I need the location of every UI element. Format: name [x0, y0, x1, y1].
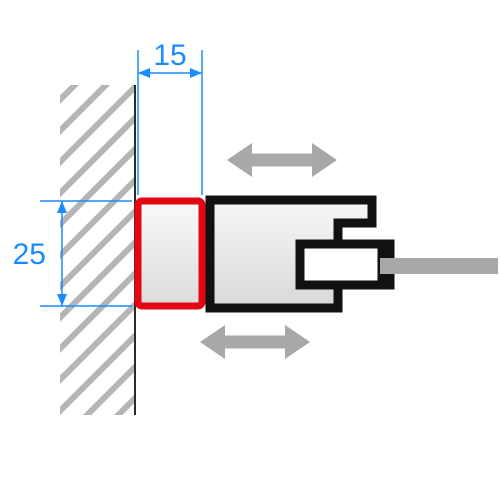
dimension-width-label: 15: [153, 39, 186, 72]
spacer-block: [138, 201, 202, 306]
mounting-bracket: [210, 200, 390, 308]
glass-pane-bar: [380, 258, 498, 274]
technical-diagram: 1525: [0, 0, 500, 500]
wall-hatch-region: [60, 85, 135, 415]
dimension-height-label: 25: [13, 238, 46, 271]
